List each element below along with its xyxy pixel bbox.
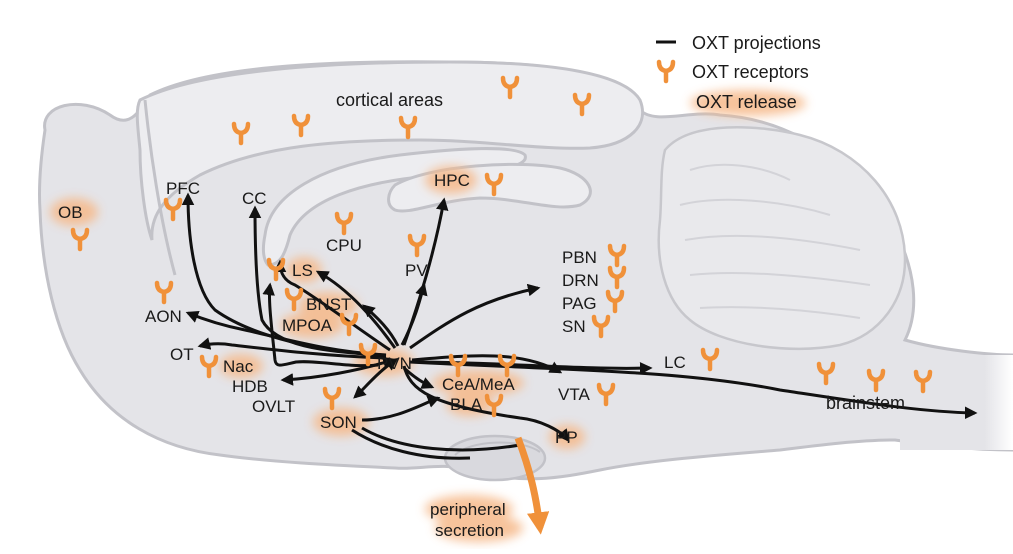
brain-outline [37, 60, 1013, 482]
label-pag: PAG [562, 294, 597, 313]
legend-receptor-icon [659, 62, 673, 81]
projection-arrows [181, 192, 978, 460]
label-bnst: BNST [306, 295, 351, 314]
label-ovlt: OVLT [252, 397, 295, 416]
label-ls: LS [292, 261, 313, 280]
label-ot: OT [170, 345, 194, 364]
label-hpc: HPC [434, 171, 470, 190]
label-bla: BLA [450, 395, 483, 414]
label-nac: Nac [223, 357, 254, 376]
legend-projections-label: OXT projections [692, 33, 821, 53]
label-secretion: secretion [435, 521, 504, 540]
label-lc: LC [664, 353, 686, 372]
label-cortical-areas: cortical areas [336, 90, 443, 110]
label-son: SON [320, 413, 357, 432]
label-cpu: CPU [326, 236, 362, 255]
label-hdb: HDB [232, 377, 268, 396]
label-aon: AON [145, 307, 182, 326]
label-pbn: PBN [562, 248, 597, 267]
label-pfc: PFC [166, 179, 200, 198]
label-peripheral: peripheral [430, 500, 506, 519]
legend-receptors-label: OXT receptors [692, 62, 809, 82]
label-mpoa: MPOA [282, 316, 333, 335]
legend-release-label: OXT release [696, 92, 797, 112]
label-pp: PP [555, 428, 578, 447]
label-pv: PV [405, 261, 428, 280]
label-cc: CC [242, 189, 267, 208]
label-cea-mea: CeA/MeA [442, 375, 515, 394]
label-ob: OB [58, 203, 83, 222]
cerebellum [657, 126, 907, 351]
region-labels: cortical areas OB PFC CC HPC CPU PV LS B… [58, 90, 905, 540]
label-sn: SN [562, 317, 586, 336]
label-drn: DRN [562, 271, 599, 290]
secretion-arrow [514, 436, 550, 535]
label-pvn: PVN [377, 354, 412, 373]
label-brainstem: brainstem [826, 393, 905, 413]
legend: OXT projections OXT receptors OXT releas… [656, 33, 821, 112]
label-vta: VTA [558, 385, 590, 404]
